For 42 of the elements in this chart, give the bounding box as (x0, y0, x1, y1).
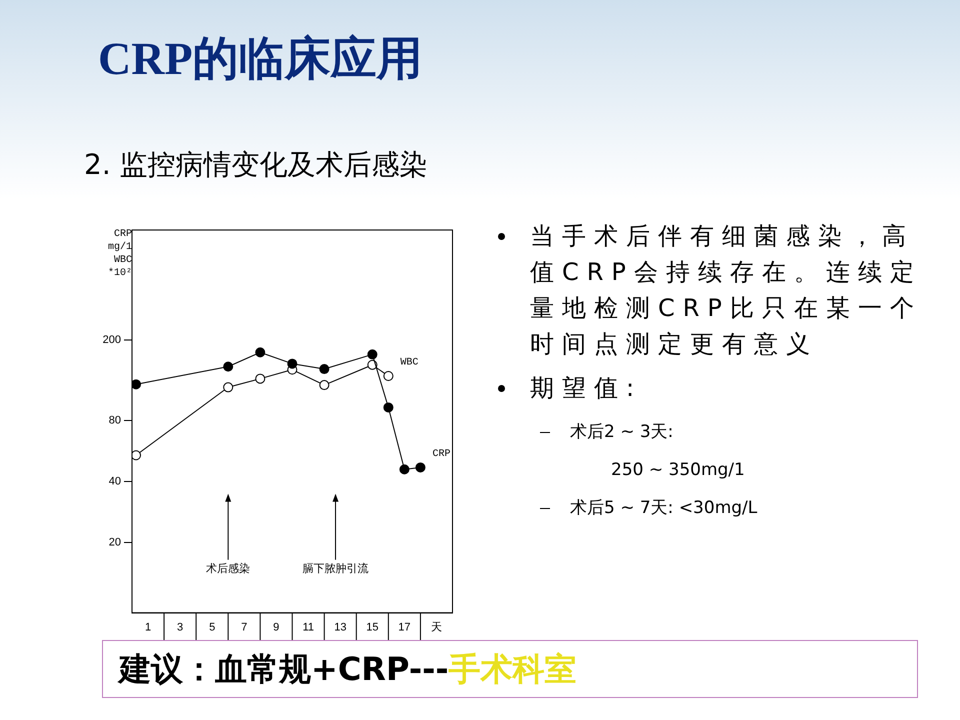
annotation: 术后感染 (206, 562, 250, 576)
point (255, 347, 266, 358)
x-tick-label: 3 (177, 621, 184, 634)
text: 当手术后伴有细菌感染，高值CRP会持续存在。连续定量地检测CRP比只在某一个时间点测定更有意义 (530, 222, 922, 358)
point (223, 362, 234, 372)
text: 250 ~ 350mg/1 (611, 460, 745, 480)
chart-subtitle: 2. 监控病情变化及术后感染 (84, 147, 428, 183)
x-tick-label: 7 (241, 621, 248, 634)
point (383, 371, 394, 382)
point (223, 382, 234, 392)
text: 术后2 ~ 3天: (570, 422, 674, 442)
annotation: 膈下脓肿引流 (302, 562, 369, 576)
point (367, 349, 378, 360)
text: 术后5 ~ 7天: <30mg/L (570, 498, 758, 518)
point (399, 464, 410, 474)
y-tick-label: 40 (108, 476, 121, 488)
series-label: WBC (400, 358, 418, 369)
y-tick-label: 20 (108, 536, 121, 549)
point (319, 380, 330, 390)
x-tick-label: 5 (209, 621, 216, 634)
point (287, 358, 298, 369)
y-tick-label: 80 (108, 414, 121, 427)
x-tick-label: 1 (144, 621, 152, 634)
point (132, 450, 142, 460)
point (415, 462, 426, 472)
x-tick-label: 13 (334, 621, 346, 634)
x-tick-label: 天 (430, 621, 442, 634)
x-tick-label: 15 (366, 621, 378, 634)
text: 建议：血常规+CRP--- (119, 650, 449, 688)
chart-title: CRP的临床应用 (98, 32, 423, 86)
point (255, 374, 266, 384)
x-tick-label: 11 (302, 621, 314, 634)
x-tick-label: 9 (273, 621, 280, 634)
y-axis-title: CRP mg/1 WBC *10² (106, 228, 132, 280)
point (383, 402, 394, 412)
text: 期望值: (530, 374, 642, 402)
point (132, 379, 142, 390)
text: 手术科室 (448, 650, 577, 688)
x-tick-label: 17 (398, 621, 411, 634)
series-label: CRP (432, 449, 450, 460)
y-tick-label: 200 (102, 334, 121, 346)
point (319, 364, 330, 374)
